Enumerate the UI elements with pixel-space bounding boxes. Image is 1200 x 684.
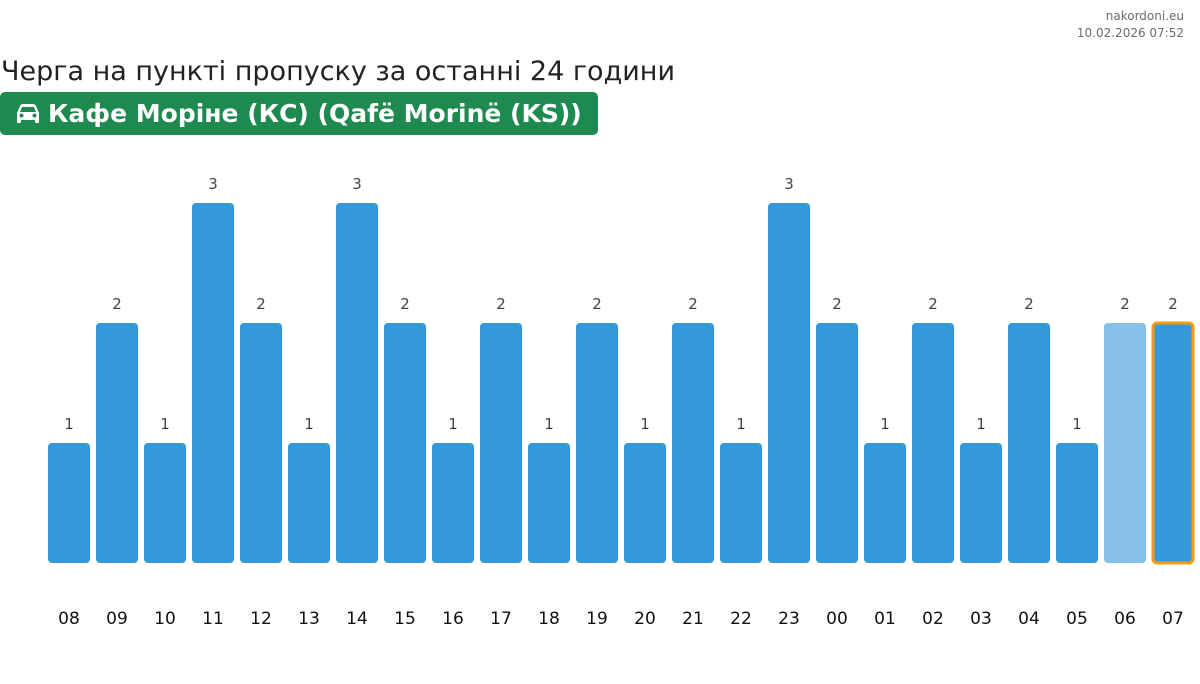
bar-17: [480, 323, 522, 563]
x-tick-02: 02: [922, 609, 944, 629]
bar-05: [1056, 443, 1098, 563]
data-label-14: 3: [352, 175, 362, 193]
data-label-17: 2: [496, 295, 506, 313]
data-label-16: 1: [448, 415, 458, 433]
x-tick-16: 16: [442, 609, 464, 629]
x-tick-17: 17: [490, 609, 512, 629]
x-tick-19: 19: [586, 609, 608, 629]
bar-00: [816, 323, 858, 563]
x-tick-04: 04: [1018, 609, 1040, 629]
bar-11: [192, 203, 234, 563]
page-title: Черга на пункті пропуску за останні 24 г…: [1, 56, 675, 87]
checkpoint-name: Кафе Моріне (КС) (Qafë Morinë (KS)): [48, 99, 582, 128]
x-tick-21: 21: [682, 609, 704, 629]
data-label-11: 3: [208, 175, 218, 193]
data-label-12: 2: [256, 295, 266, 313]
x-tick-00: 00: [826, 609, 848, 629]
bar-16: [432, 443, 474, 563]
car-icon: [14, 102, 42, 126]
chart-meta: nakordoni.eu 10.02.2026 07:52: [1077, 8, 1184, 42]
x-tick-08: 08: [58, 609, 80, 629]
timestamp: 10.02.2026 07:52: [1076, 26, 1184, 40]
data-label-07: 2: [1168, 295, 1178, 313]
data-label-13: 1: [304, 415, 314, 433]
data-label-09: 2: [112, 295, 122, 313]
x-tick-14: 14: [346, 609, 368, 629]
data-label-18: 1: [544, 415, 554, 433]
bar-19: [576, 323, 618, 563]
x-tick-18: 18: [538, 609, 560, 629]
x-tick-10: 10: [154, 609, 176, 629]
data-label-04: 2: [1024, 295, 1034, 313]
bar-18: [528, 443, 570, 563]
x-tick-20: 20: [634, 609, 656, 629]
bar-06: [1104, 323, 1146, 563]
data-label-03: 1: [976, 415, 986, 433]
bar-20: [624, 443, 666, 563]
bar-10: [144, 443, 186, 563]
data-label-10: 1: [160, 415, 170, 433]
x-tick-09: 09: [106, 609, 128, 629]
data-label-02: 2: [928, 295, 938, 313]
x-tick-05: 05: [1066, 609, 1088, 629]
data-label-00: 2: [832, 295, 842, 313]
bar-03: [960, 443, 1002, 563]
x-tick-07: 07: [1162, 609, 1184, 629]
data-label-22: 1: [736, 415, 746, 433]
checkpoint-badge: Кафе Моріне (КС) (Qafë Morinë (KS)): [0, 92, 598, 135]
x-tick-06: 06: [1114, 609, 1136, 629]
bar-08: [48, 443, 90, 563]
x-tick-11: 11: [202, 609, 224, 629]
data-label-20: 1: [640, 415, 650, 433]
bar-01: [864, 443, 906, 563]
data-label-05: 1: [1072, 415, 1082, 433]
bar-22: [720, 443, 762, 563]
data-label-01: 1: [880, 415, 890, 433]
data-label-08: 1: [64, 415, 74, 433]
bar-07: [1151, 321, 1195, 565]
x-tick-15: 15: [394, 609, 416, 629]
bar-15: [384, 323, 426, 563]
data-label-15: 2: [400, 295, 410, 313]
data-label-23: 3: [784, 175, 794, 193]
bar-13: [288, 443, 330, 563]
x-tick-13: 13: [298, 609, 320, 629]
bar-04: [1008, 323, 1050, 563]
bar-12: [240, 323, 282, 563]
data-label-21: 2: [688, 295, 698, 313]
bar-14: [336, 203, 378, 563]
x-tick-12: 12: [250, 609, 272, 629]
bar-09: [96, 323, 138, 563]
x-tick-01: 01: [874, 609, 896, 629]
bar-21: [672, 323, 714, 563]
bar-02: [912, 323, 954, 563]
x-tick-22: 22: [730, 609, 752, 629]
x-tick-03: 03: [970, 609, 992, 629]
site-name: nakordoni.eu: [1105, 9, 1184, 23]
x-tick-23: 23: [778, 609, 800, 629]
data-label-19: 2: [592, 295, 602, 313]
data-label-06: 2: [1120, 295, 1130, 313]
bar-23: [768, 203, 810, 563]
